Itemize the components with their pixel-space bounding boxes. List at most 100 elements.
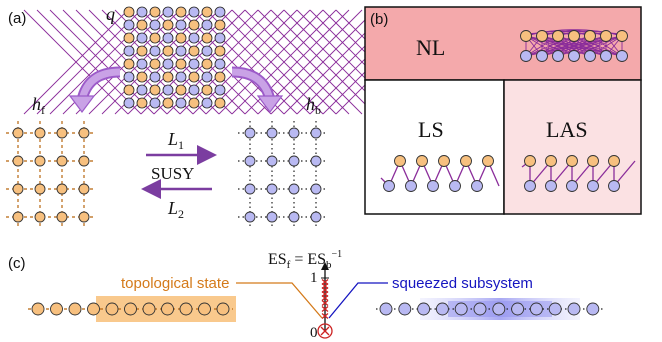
nl-boson xyxy=(520,50,532,62)
las-boson xyxy=(566,180,578,192)
q-site xyxy=(136,45,148,57)
panel-c-label: (c) xyxy=(8,255,26,272)
lattice-site xyxy=(12,155,24,167)
q-site xyxy=(201,97,213,109)
ls-box xyxy=(364,79,505,215)
q-site xyxy=(162,71,174,83)
q-site xyxy=(175,84,187,96)
q-site xyxy=(188,32,200,44)
q-site xyxy=(162,19,174,31)
squeezed-callout xyxy=(328,282,388,319)
q-site xyxy=(214,84,226,96)
fermion-chain-site xyxy=(68,302,82,316)
q-site xyxy=(201,58,213,70)
ls-label: LS xyxy=(418,117,444,142)
q-site xyxy=(123,19,135,31)
L1-label: L1 xyxy=(167,129,184,152)
lattice-site xyxy=(12,183,24,195)
lattice-site xyxy=(266,211,278,223)
nl-fermion xyxy=(584,30,596,42)
q-site xyxy=(149,32,161,44)
q-site xyxy=(136,6,148,18)
las-boson xyxy=(587,180,599,192)
las-fermion xyxy=(524,155,536,167)
boson-chain-site xyxy=(398,302,412,316)
q-site xyxy=(136,19,148,31)
L2-label: L2 xyxy=(167,198,184,221)
ls-boson xyxy=(427,180,439,192)
q-site xyxy=(214,97,226,109)
lattice-site xyxy=(288,211,300,223)
q-site xyxy=(188,71,200,83)
q-site xyxy=(123,45,135,57)
q-site xyxy=(162,6,174,18)
q-site xyxy=(188,45,200,57)
q-site xyxy=(201,19,213,31)
ls-fermion xyxy=(482,155,494,167)
boson-chain xyxy=(376,302,603,316)
q-site xyxy=(162,58,174,70)
las-chain xyxy=(521,155,636,192)
q-site xyxy=(123,71,135,83)
q-site xyxy=(188,6,200,18)
ls-boson xyxy=(405,180,417,192)
lattice-site xyxy=(56,127,68,139)
q-site xyxy=(201,71,213,83)
q-site xyxy=(149,58,161,70)
topological-label: topological state xyxy=(121,275,229,292)
nl-label: NL xyxy=(416,35,445,60)
q-site xyxy=(175,6,187,18)
nl-boson xyxy=(552,50,564,62)
las-fermion xyxy=(608,155,620,167)
las-fermion xyxy=(566,155,578,167)
q-site xyxy=(214,6,226,18)
boson-chain-site xyxy=(379,302,393,316)
q-site xyxy=(136,84,148,96)
boson-chain-site xyxy=(586,302,600,316)
nl-fermion xyxy=(520,30,532,42)
lattice-site xyxy=(266,155,278,167)
fermion-chain-site xyxy=(50,302,63,316)
right-curved-arrow xyxy=(231,66,284,113)
ls-boson xyxy=(471,180,483,192)
lattice-site xyxy=(78,155,90,167)
lattice-site xyxy=(266,127,278,139)
lattice-site xyxy=(34,127,46,139)
tick-1: 1 xyxy=(310,270,318,286)
q-site xyxy=(149,6,161,18)
es-axis: 1 0 xyxy=(310,262,333,341)
lattice-site xyxy=(288,127,300,139)
nl-fermion xyxy=(536,30,548,42)
q-site xyxy=(214,58,226,70)
panel-b-label: (b) xyxy=(370,11,388,28)
q-site xyxy=(149,45,161,57)
boson-chain-site xyxy=(492,302,506,316)
nl-boson xyxy=(600,50,612,62)
lattice-site xyxy=(310,155,322,167)
fermion-chain-site xyxy=(124,302,137,316)
nl-box xyxy=(364,6,642,81)
lattice-site xyxy=(266,183,278,195)
q-site xyxy=(123,6,135,18)
fermion-chain-site xyxy=(31,302,45,316)
zero-mode-circle xyxy=(317,323,333,339)
q-label: q xyxy=(106,4,115,24)
nl-fermion xyxy=(600,30,612,42)
fermion-lattice xyxy=(6,121,96,229)
lattice-site xyxy=(56,183,68,195)
q-site xyxy=(136,97,148,109)
lattice-site xyxy=(288,155,300,167)
q-site xyxy=(214,45,226,57)
lattice-site xyxy=(244,155,256,167)
es-equation: ESf = ESb−1 xyxy=(268,249,342,271)
boson-lattice xyxy=(238,121,328,229)
lattice-site xyxy=(34,183,46,195)
fermion-chain-site xyxy=(161,302,174,316)
las-fermion xyxy=(545,155,557,167)
q-site xyxy=(214,19,226,31)
tick-0: 0 xyxy=(310,325,318,341)
q-site xyxy=(175,97,187,109)
q-site xyxy=(175,32,187,44)
boson-chain-site xyxy=(529,302,543,316)
